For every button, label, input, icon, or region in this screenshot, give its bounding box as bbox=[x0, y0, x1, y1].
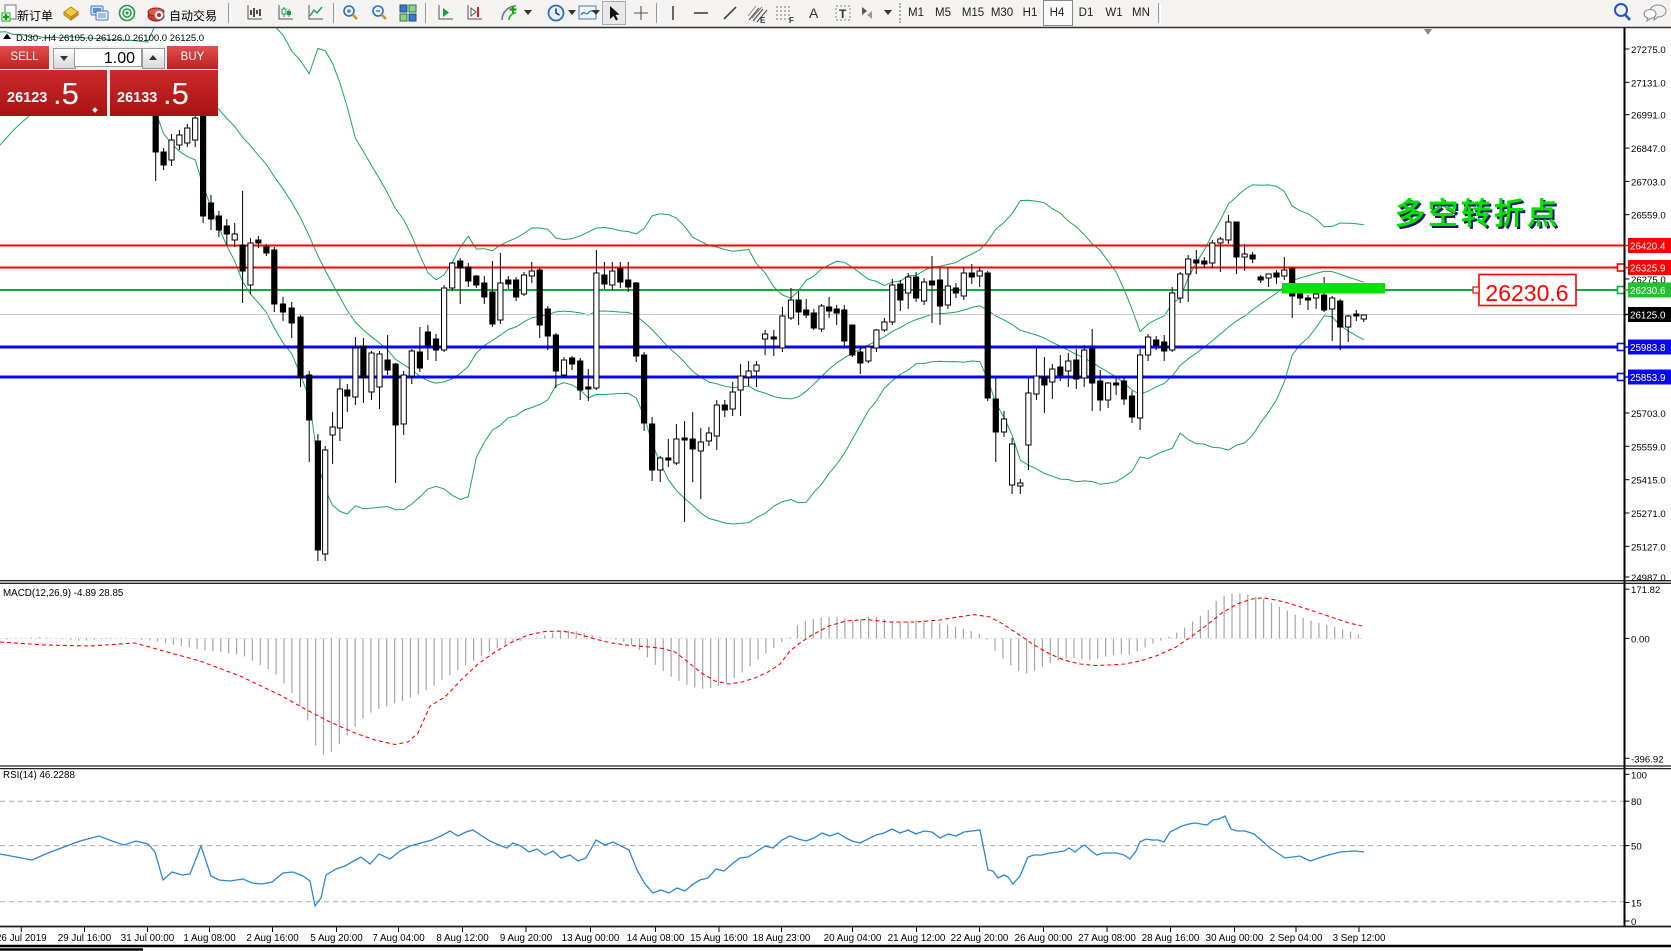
svg-text:25415.0: 25415.0 bbox=[1631, 476, 1666, 487]
svg-text:26230.6: 26230.6 bbox=[1485, 280, 1568, 306]
svg-text:21 Aug 12:00: 21 Aug 12:00 bbox=[888, 933, 946, 944]
svg-text:5 Aug 20:00: 5 Aug 20:00 bbox=[310, 933, 363, 944]
svg-text:26420.4: 26420.4 bbox=[1630, 242, 1666, 253]
svg-text:26 Aug 00:00: 26 Aug 00:00 bbox=[1015, 933, 1073, 944]
svg-text:27275.0: 27275.0 bbox=[1631, 45, 1666, 56]
svg-text:22 Aug 20:00: 22 Aug 20:00 bbox=[951, 933, 1009, 944]
svg-text:26559.0: 26559.0 bbox=[1631, 211, 1666, 222]
svg-text:25127.0: 25127.0 bbox=[1631, 542, 1666, 553]
svg-text:13 Aug 00:00: 13 Aug 00:00 bbox=[562, 933, 620, 944]
svg-text:DJ30-.H4 26105.0 26126.0 2610: DJ30-.H4 26105.0 26126.0 26100.0 26125.0 bbox=[16, 33, 204, 44]
svg-text:MACD(12,26,9) -4.89 28.85: MACD(12,26,9) -4.89 28.85 bbox=[3, 588, 124, 599]
svg-text:T: T bbox=[839, 7, 847, 21]
svg-text:2 Sep 04:00: 2 Sep 04:00 bbox=[1270, 933, 1323, 944]
svg-text:26991.0: 26991.0 bbox=[1631, 111, 1666, 122]
svg-text:E: E bbox=[760, 16, 766, 24]
svg-text:0.00: 0.00 bbox=[1631, 634, 1650, 645]
svg-text:1 Aug 08:00: 1 Aug 08:00 bbox=[183, 933, 236, 944]
svg-text:100: 100 bbox=[1631, 770, 1647, 781]
svg-text:30 Aug 00:00: 30 Aug 00:00 bbox=[1206, 933, 1264, 944]
svg-text:20 Aug 04:00: 20 Aug 04:00 bbox=[824, 933, 882, 944]
svg-text:24987.0: 24987.0 bbox=[1631, 573, 1666, 584]
svg-text:25983.8: 25983.8 bbox=[1630, 343, 1666, 354]
svg-text:80: 80 bbox=[1631, 797, 1642, 808]
svg-text:25703.0: 25703.0 bbox=[1631, 409, 1666, 420]
svg-text:26703.0: 26703.0 bbox=[1631, 177, 1666, 188]
svg-text:15: 15 bbox=[1631, 899, 1642, 910]
svg-text:26847.0: 26847.0 bbox=[1631, 144, 1666, 155]
svg-text:29 Jul 16:00: 29 Jul 16:00 bbox=[58, 933, 112, 944]
svg-text:31 Jul 00:00: 31 Jul 00:00 bbox=[121, 933, 175, 944]
svg-text:0: 0 bbox=[1631, 917, 1636, 928]
svg-text:15 Aug 16:00: 15 Aug 16:00 bbox=[690, 933, 748, 944]
svg-text:26275.0: 26275.0 bbox=[1631, 275, 1666, 286]
svg-text:28 Aug 16:00: 28 Aug 16:00 bbox=[1142, 933, 1200, 944]
svg-text:8 Aug 12:00: 8 Aug 12:00 bbox=[436, 933, 489, 944]
svg-text:50: 50 bbox=[1631, 842, 1642, 853]
svg-text:7 Aug 04:00: 7 Aug 04:00 bbox=[372, 933, 425, 944]
svg-text:26 Jul 2019: 26 Jul 2019 bbox=[0, 933, 47, 944]
svg-text:9 Aug 20:00: 9 Aug 20:00 bbox=[500, 933, 553, 944]
svg-text:F: F bbox=[789, 16, 794, 24]
svg-text:3 Sep 12:00: 3 Sep 12:00 bbox=[1333, 933, 1386, 944]
svg-text:25271.0: 25271.0 bbox=[1631, 509, 1666, 520]
svg-text:18 Aug 23:00: 18 Aug 23:00 bbox=[753, 933, 811, 944]
svg-text:RSI(14) 46.2288: RSI(14) 46.2288 bbox=[3, 770, 75, 781]
svg-text:26230.6: 26230.6 bbox=[1630, 286, 1666, 297]
svg-text:25559.0: 25559.0 bbox=[1631, 442, 1666, 453]
svg-text:27131.0: 27131.0 bbox=[1631, 78, 1666, 89]
svg-text:多空转折点: 多空转折点 bbox=[1395, 198, 1560, 231]
svg-text:-396.92: -396.92 bbox=[1631, 754, 1664, 765]
svg-text:25853.9: 25853.9 bbox=[1630, 373, 1665, 384]
svg-text:2 Aug 16:00: 2 Aug 16:00 bbox=[246, 933, 299, 944]
svg-text:171.82: 171.82 bbox=[1631, 585, 1660, 596]
svg-text:26325.9: 26325.9 bbox=[1630, 264, 1665, 275]
svg-text:26125.0: 26125.0 bbox=[1630, 311, 1666, 322]
svg-text:多空转折点: 多空转折点 bbox=[1397, 200, 1562, 233]
svg-text:27 Aug 08:00: 27 Aug 08:00 bbox=[1078, 933, 1136, 944]
svg-text:14 Aug 08:00: 14 Aug 08:00 bbox=[627, 933, 685, 944]
